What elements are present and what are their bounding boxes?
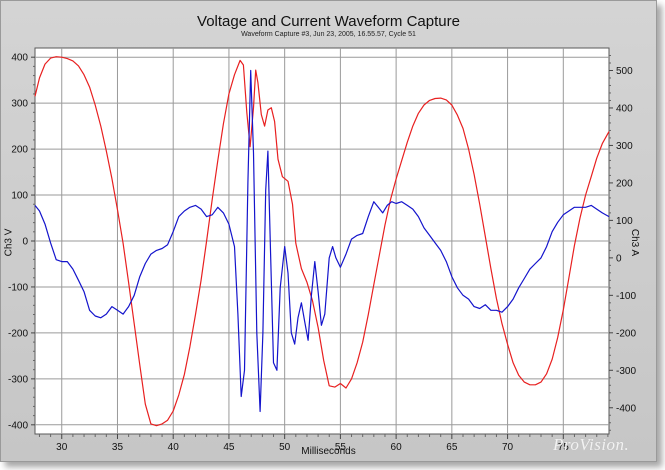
y-left-tick-label: -300 [8, 374, 28, 385]
x-tick-label: 60 [391, 442, 403, 453]
y-right-tick-label: -200 [616, 328, 636, 339]
y-left-tick-label: 100 [11, 191, 28, 202]
y-left-tick-label: -200 [8, 328, 28, 339]
x-tick-label: 75 [558, 442, 570, 453]
y-right-tick-label: 500 [616, 66, 633, 77]
x-tick-label: 35 [112, 442, 124, 453]
y-left-tick-label: -400 [8, 420, 28, 431]
x-tick-label: 30 [56, 442, 68, 453]
x-tick-label: 70 [502, 442, 514, 453]
series-lines [34, 56, 610, 427]
voltage-series-line [34, 56, 610, 427]
y-left-tick-label: -100 [8, 282, 28, 293]
y-axis-left-label: Ch3 V [3, 228, 15, 257]
y-right-tick-label: 300 [616, 141, 633, 152]
chart-frame: Voltage and Current Waveform Capture Wav… [0, 0, 657, 462]
y-left-tick-label: 0 [22, 237, 28, 248]
y-right-tick-label: 0 [616, 253, 622, 264]
y-right-tick-label: 100 [616, 216, 633, 227]
x-tick-label: 55 [335, 442, 347, 453]
y-right-tick-label: -400 [616, 403, 636, 414]
provision-logo: ProVision. [553, 435, 630, 454]
x-tick-label: 50 [279, 442, 291, 453]
axis-ticks [31, 54, 613, 439]
chart-title: Voltage and Current Waveform Capture [197, 13, 460, 30]
chart-svg: 30 35 40 45 50 55 60 65 70 75 400 300 200 100 0 -100 -20… [8, 47, 636, 453]
grid-lines [35, 48, 609, 434]
y-right-tick-label: 400 [616, 103, 633, 114]
current-series-line [34, 69, 610, 413]
x-tick-label: 45 [223, 442, 235, 453]
y-axis-right-label: Ch3 A [629, 228, 641, 257]
chart-subtitle: Waveform Capture #3, Jun 23, 2005, 16.55… [241, 31, 416, 38]
x-axis-label: Milliseconds [301, 446, 356, 457]
y-left-tick-label: 300 [11, 99, 28, 110]
y-left-tick-label: 400 [11, 53, 28, 64]
y-right-tick-label: -300 [616, 366, 636, 377]
y-right-tick-label: 200 [616, 178, 633, 189]
x-tick-label: 65 [446, 442, 458, 453]
y-right-tick-label: -100 [616, 291, 636, 302]
x-tick-label: 40 [168, 442, 180, 453]
tick-labels: 30 35 40 45 50 55 60 65 70 75 400 300 200 100 0 -100 -20… [8, 53, 636, 453]
y-left-tick-label: 200 [11, 145, 28, 156]
